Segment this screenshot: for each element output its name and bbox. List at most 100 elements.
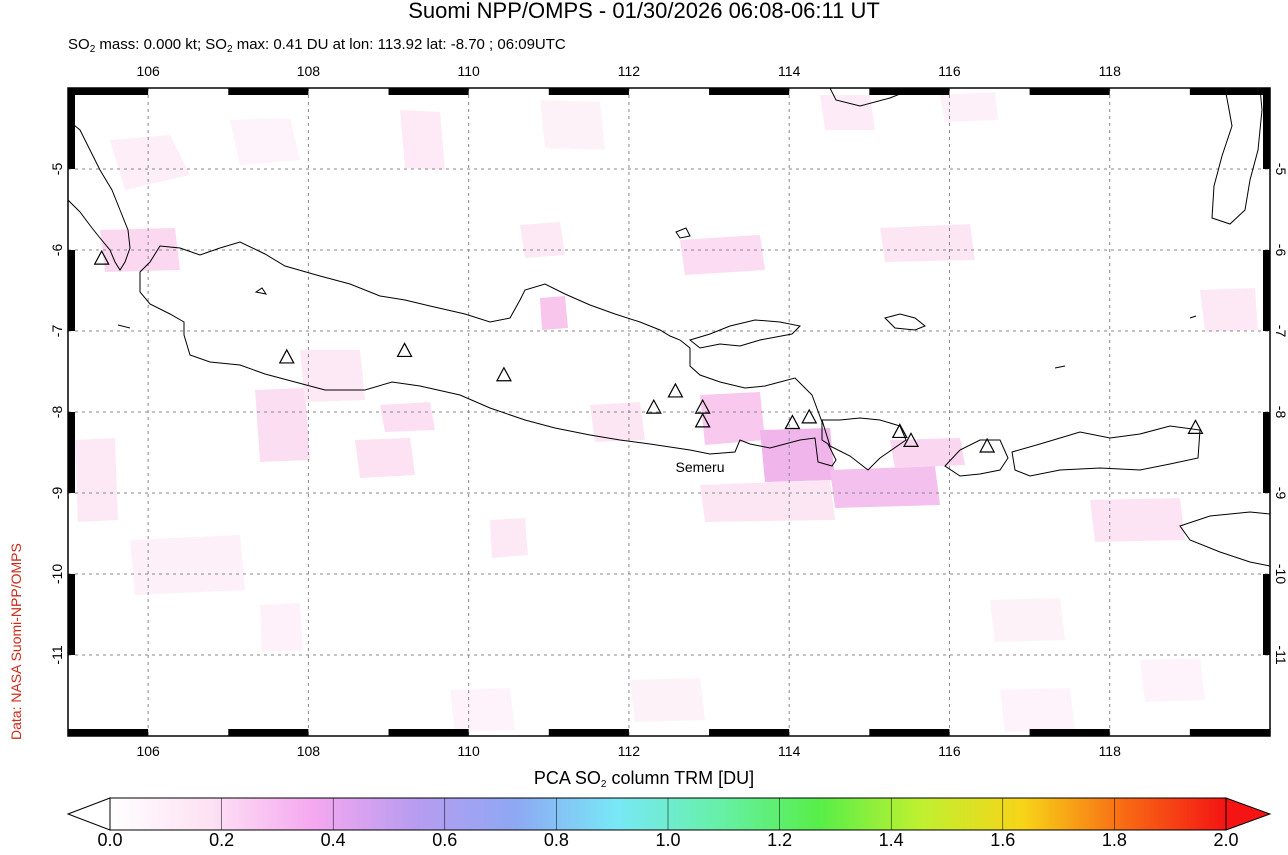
bawean-coast: [675, 227, 691, 239]
java-coast: [139, 241, 837, 467]
frame-segment: [548, 729, 629, 736]
volcano-triangle-icon: [784, 414, 801, 430]
frame-segment: [1029, 729, 1110, 736]
colorbar-label: 1.6: [990, 830, 1016, 850]
colorbar-label: 1.4: [878, 830, 904, 850]
frame-segment: [68, 412, 75, 493]
lon-label-top: 110: [458, 63, 481, 79]
lat-label-right: -5: [1273, 163, 1288, 176]
frame-segment: [228, 88, 309, 95]
lon-label-top: 108: [297, 63, 321, 79]
madura-coast: [688, 319, 802, 349]
map-background: [68, 88, 1270, 736]
lon-label-bottom: 116: [938, 743, 961, 759]
lon-label-bottom: 106: [136, 743, 160, 759]
colorbar-label: 2.0: [1213, 830, 1239, 850]
frame-checker: [68, 88, 1270, 736]
lat-label-right: -9: [1273, 487, 1288, 500]
colorbar-label: 0.2: [209, 830, 235, 850]
frame-segment: [68, 88, 75, 169]
frame-segment: [228, 729, 309, 736]
lon-label-bottom: 118: [1099, 743, 1122, 759]
coastlines: [68, 88, 1270, 567]
frame-segment: [869, 729, 950, 736]
colorbar-high-arrow: [1225, 797, 1272, 831]
frame-segment: [68, 574, 75, 655]
lat-labels-right: -5 -6 -7 -8 -9 -10 -11: [1273, 163, 1288, 665]
colorbar-label: 0.4: [320, 830, 346, 850]
colorbar-low-arrow: [66, 797, 111, 831]
volcano-triangle-icon: [396, 342, 413, 358]
kangean-coast: [884, 313, 926, 331]
colorbar-label: 0.0: [97, 830, 123, 850]
lat-label-right: -7: [1273, 325, 1288, 338]
colorbar-label: 1.8: [1101, 830, 1127, 850]
lat-label-left: -5: [49, 163, 65, 176]
lon-label-top: 106: [136, 63, 160, 79]
volcano-triangle-icon: [979, 437, 996, 453]
so2-pixels: [75, 92, 1258, 732]
frame-segment: [548, 88, 629, 95]
lat-label-right: -11: [1273, 645, 1288, 664]
lon-labels-top: 106 108 110 112 114 116 118: [136, 63, 1121, 79]
sumbawa-coast: [1011, 425, 1201, 477]
frame-segment: [68, 729, 149, 736]
lon-label-bottom: 114: [778, 743, 801, 759]
lat-label-left: -8: [49, 406, 65, 419]
lat-label-right: -10: [1273, 564, 1288, 584]
sumatra-coast: [68, 119, 131, 271]
lat-label-left: -7: [49, 325, 65, 338]
volcano-triangle-icon: [495, 366, 512, 382]
lon-label-bottom: 112: [618, 743, 641, 759]
volcano-markers: [93, 249, 1204, 453]
frame-segment: [869, 88, 950, 95]
lon-label-top: 116: [938, 63, 961, 79]
colorbar-label: 0.6: [432, 830, 458, 850]
frame-segment: [1189, 729, 1270, 736]
lon-label-bottom: 108: [297, 743, 321, 759]
frame-segment: [68, 250, 75, 331]
volcano-triangle-icon: [902, 432, 920, 447]
volcano-triangle-icon: [694, 412, 711, 428]
volcano-triangle-icon: [645, 398, 662, 414]
frame-segment: [388, 729, 469, 736]
lon-label-top: 112: [618, 63, 641, 79]
bali-coast: [821, 417, 907, 471]
volcano-triangle-icon: [93, 249, 110, 265]
colorbar-label: 1.2: [767, 830, 793, 850]
lat-label-left: -11: [49, 645, 65, 664]
lon-label-top: 114: [778, 63, 801, 79]
lat-labels-left: -5 -6 -7 -8 -9 -10 -11: [49, 163, 65, 665]
sulawesi-coast: [1211, 88, 1263, 225]
lat-label-left: -9: [49, 487, 65, 500]
frame-segment: [68, 88, 149, 95]
lon-labels-bottom: 106 108 110 112 114 116 118: [136, 743, 1121, 759]
lat-label-left: -6: [49, 244, 65, 257]
colorbar-label: 0.8: [543, 830, 569, 850]
frame-segment: [1029, 88, 1110, 95]
volcano-triangle-icon: [667, 382, 684, 398]
lombok-coast: [944, 439, 1009, 477]
colorbar: [66, 797, 1272, 831]
volcano-triangle-icon: [1187, 419, 1204, 434]
frame-segment: [1189, 88, 1270, 95]
colorbar-label: 1.0: [655, 830, 681, 850]
lat-label-left: -10: [49, 564, 65, 584]
volcano-triangle-icon: [801, 408, 818, 424]
frame-segment: [709, 729, 790, 736]
colorbar-title: PCA SO2 column TRM [DU]: [533, 768, 755, 790]
frame-segment: [1263, 412, 1270, 493]
volcano-label-semeru: Semeru: [675, 459, 724, 475]
lon-label-bottom: 110: [458, 743, 481, 759]
volcano-triangle-icon: [891, 423, 908, 439]
frame-segment: [1263, 574, 1270, 655]
lat-label-right: -6: [1273, 244, 1288, 257]
frame-segment: [1263, 250, 1270, 331]
volcano-triangle-icon: [278, 348, 295, 364]
frame-segment: [388, 88, 469, 95]
frame-segment: [1263, 88, 1270, 169]
map-title: Suomi NPP/OMPS - 01/30/2026 06:08-06:11 …: [408, 0, 880, 23]
lon-label-top: 118: [1099, 63, 1122, 79]
frame-segment: [709, 88, 790, 95]
